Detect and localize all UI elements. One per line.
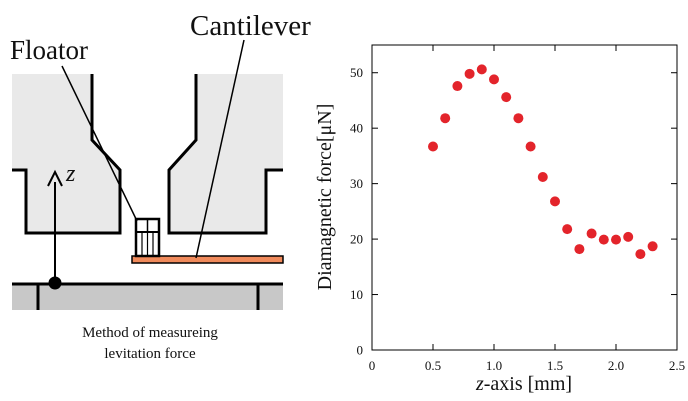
- x-axis-ticks: 0 0.5 1.0 1.5 2.0 2.5: [369, 45, 685, 373]
- magnet-left-outline: [12, 74, 122, 235]
- data-point: [647, 241, 658, 252]
- z-axis-arrow: [47, 169, 63, 290]
- x-tick-label: 0.5: [425, 358, 441, 373]
- cantilever-label: Cantilever: [190, 10, 311, 42]
- magnet-left-body: [12, 74, 120, 233]
- data-point: [562, 224, 573, 235]
- cantilever-leader-line: [195, 39, 245, 259]
- magnet-right-outline: [167, 74, 283, 235]
- x-tick-label: 2.0: [608, 358, 624, 373]
- y-axis-ticks: 0 10 20 30 40 50: [350, 65, 677, 358]
- floator-object: [134, 217, 161, 258]
- x-axis-title: z-axis [mm]: [475, 373, 572, 395]
- data-point: [586, 228, 597, 239]
- data-point: [513, 113, 524, 124]
- data-points: [428, 64, 658, 260]
- data-point: [464, 68, 475, 79]
- x-tick-label: 1.0: [486, 358, 502, 373]
- z-axis-label: z: [65, 161, 76, 187]
- caption-line-2: levitation force: [104, 346, 196, 362]
- y-axis-title: Diamagnetic force[μN]: [314, 104, 336, 291]
- y-tick-label: 10: [350, 287, 363, 302]
- data-point: [611, 234, 621, 245]
- cantilever-beam: [131, 255, 284, 264]
- data-point: [489, 74, 499, 85]
- data-point: [428, 141, 438, 152]
- data-point: [550, 196, 560, 207]
- data-point: [623, 231, 634, 242]
- plot-frame: [371, 44, 678, 351]
- y-tick-label: 0: [357, 343, 364, 358]
- y-tick-label: 50: [350, 65, 363, 80]
- measurement-diagram: z Floator Cantilever Method of measurein…: [10, 10, 311, 362]
- force-chart: 0 0.5 1.0 1.5 2.0 2.5 0 10 20 30 40 50 z-axis [mm]…: [314, 44, 685, 395]
- y-tick-label: 20: [350, 232, 363, 247]
- y-tick-label: 30: [350, 176, 363, 191]
- data-point: [537, 171, 548, 182]
- x-axis-title-italic: z: [475, 373, 484, 395]
- data-point: [574, 244, 585, 255]
- data-point: [501, 92, 512, 103]
- y-tick-label: 40: [350, 121, 363, 136]
- data-point: [452, 81, 463, 92]
- data-point: [598, 234, 609, 245]
- x-tick-label: 2.5: [669, 358, 685, 373]
- floator-label: Floator: [10, 35, 88, 65]
- data-point: [635, 249, 646, 260]
- data-point: [525, 141, 536, 152]
- x-tick-label: 0: [369, 358, 376, 373]
- data-point: [440, 113, 451, 124]
- x-tick-label: 1.5: [547, 358, 563, 373]
- caption-line-1: Method of measureing: [82, 325, 218, 341]
- floator-leader-line: [61, 65, 138, 222]
- data-point: [476, 64, 487, 75]
- x-axis-title-rest: -axis [mm]: [484, 373, 572, 395]
